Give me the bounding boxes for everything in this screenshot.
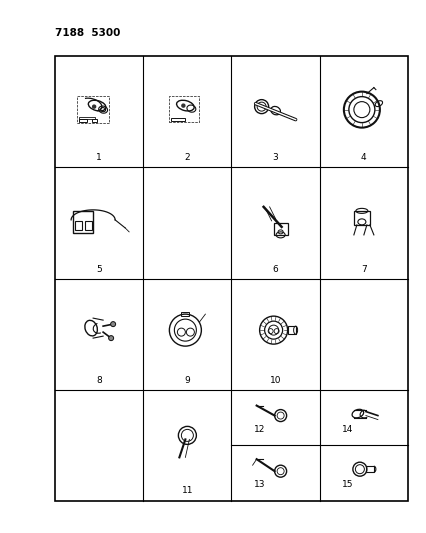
Bar (273, 223, 287, 235)
Ellipse shape (181, 104, 184, 107)
Text: 5: 5 (96, 264, 102, 273)
Bar (92, 119, 97, 122)
Text: 7188  5300: 7188 5300 (55, 28, 120, 38)
Bar (73, 211, 93, 233)
Text: 11: 11 (181, 486, 193, 495)
Circle shape (110, 321, 115, 327)
Ellipse shape (92, 105, 95, 108)
Bar (79, 119, 87, 122)
Bar (55, 56, 407, 501)
Text: 15: 15 (341, 480, 353, 489)
Text: 14: 14 (341, 425, 353, 433)
Text: 13: 13 (253, 480, 265, 489)
Circle shape (108, 336, 113, 341)
Bar (365, 466, 373, 472)
Bar (85, 221, 92, 230)
Text: 9: 9 (184, 376, 190, 385)
Text: 7: 7 (360, 264, 366, 273)
Text: 3: 3 (272, 154, 278, 162)
Bar (181, 312, 189, 316)
Text: 8: 8 (96, 376, 102, 385)
Bar (171, 118, 185, 120)
Text: 10: 10 (269, 376, 281, 385)
Text: 2: 2 (184, 154, 190, 162)
Bar (353, 211, 369, 225)
Bar (287, 326, 295, 334)
Text: 1: 1 (96, 154, 102, 162)
Text: 12: 12 (253, 425, 265, 433)
Bar (79, 117, 95, 119)
Text: 6: 6 (272, 264, 278, 273)
Text: 4: 4 (360, 154, 366, 162)
Bar (75, 221, 82, 230)
